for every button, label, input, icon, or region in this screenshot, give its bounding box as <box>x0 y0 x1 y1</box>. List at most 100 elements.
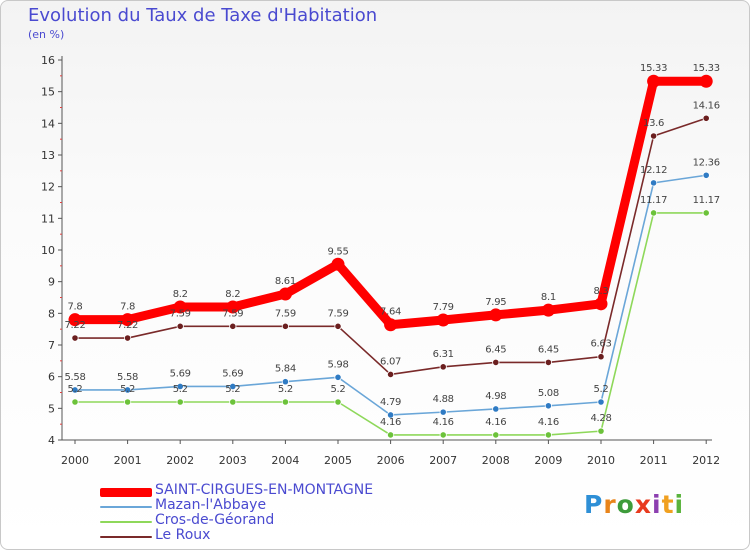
legend-label: SAINT-CIRGUES-EN-MONTAGNE <box>155 482 374 498</box>
data-point <box>541 303 555 317</box>
y-tick-label: 12 <box>41 181 55 194</box>
x-tick-label: 2001 <box>114 454 142 467</box>
y-tick-label: 11 <box>41 212 55 225</box>
proxiti-logo: Proxiti <box>584 490 684 519</box>
legend-swatch <box>100 506 152 508</box>
data-point <box>173 300 187 314</box>
data-label: 8.61 <box>275 276 296 287</box>
data-point <box>121 313 135 327</box>
data-label: 6.45 <box>538 344 559 355</box>
y-tick-label: 13 <box>41 149 55 162</box>
data-label: 7.59 <box>222 308 243 319</box>
data-label: 5.2 <box>173 384 188 395</box>
data-point <box>699 74 713 88</box>
y-tick-label: 10 <box>41 244 55 257</box>
data-point <box>492 358 500 367</box>
legend-swatch <box>100 521 152 523</box>
data-point <box>229 322 237 330</box>
logo-letter: x <box>634 490 652 519</box>
data-point <box>71 334 79 342</box>
data-point <box>439 363 447 371</box>
data-point <box>229 398 237 406</box>
data-point <box>71 398 79 406</box>
legend-label: Cros-de-Géorand <box>155 512 275 528</box>
data-label: 7.59 <box>327 308 348 319</box>
legend-label: Mazan-l'Abbaye <box>155 497 267 513</box>
data-label: 7.59 <box>170 308 191 319</box>
data-label: 5.58 <box>117 372 138 383</box>
data-label: 7.8 <box>120 302 135 313</box>
data-label: 8.2 <box>225 289 240 300</box>
data-label: 7.79 <box>433 302 454 313</box>
data-point <box>492 405 500 413</box>
data-point <box>124 334 132 342</box>
series-3 <box>71 114 710 379</box>
data-point <box>597 427 605 435</box>
data-label: 6.07 <box>380 356 401 367</box>
data-point <box>647 74 661 88</box>
data-point <box>492 431 500 439</box>
data-label: 7.59 <box>275 308 296 319</box>
data-point <box>489 308 503 322</box>
data-label: 4.16 <box>433 417 454 428</box>
data-point <box>544 358 553 367</box>
x-tick-label: 2003 <box>219 454 247 467</box>
data-point <box>331 257 345 271</box>
data-label: 8.2 <box>173 289 188 300</box>
data-point <box>544 402 553 410</box>
legend-swatch <box>100 487 152 497</box>
data-point <box>597 353 605 361</box>
data-point <box>597 398 605 406</box>
y-tick-label: 14 <box>41 117 55 130</box>
series-2 <box>71 209 710 439</box>
data-label: 14.16 <box>693 100 720 111</box>
y-axis-unit-label: (en %) <box>28 28 65 41</box>
data-point <box>281 378 289 386</box>
y-tick-label: 7 <box>48 339 55 352</box>
data-point <box>649 209 658 217</box>
legend-swatch <box>100 536 152 538</box>
data-point <box>176 398 184 406</box>
data-point <box>334 398 342 406</box>
data-point <box>226 300 240 314</box>
x-tick-label: 2009 <box>534 454 562 467</box>
data-label: 5.69 <box>170 368 191 379</box>
data-point <box>702 171 710 179</box>
data-label: 8.3 <box>593 286 608 297</box>
data-label: 5.58 <box>64 372 85 383</box>
x-tick-label: 2012 <box>692 454 720 467</box>
data-point <box>176 322 184 330</box>
y-tick-label: 6 <box>48 371 55 384</box>
data-point <box>278 287 292 301</box>
y-tick-label: 4 <box>48 434 55 447</box>
data-label: 4.16 <box>380 417 401 428</box>
data-label: 7.22 <box>64 320 85 331</box>
data-label: 5.2 <box>120 384 135 395</box>
data-label: 4.28 <box>590 413 611 424</box>
data-label: 12.12 <box>640 165 667 176</box>
data-point <box>649 179 658 187</box>
data-point <box>334 373 342 381</box>
data-point <box>124 386 132 394</box>
data-point <box>68 313 82 327</box>
logo-letter: t <box>661 490 675 519</box>
data-label: 5.08 <box>538 388 559 399</box>
data-label: 11.17 <box>640 195 667 206</box>
data-point <box>281 322 289 330</box>
data-label: 5.2 <box>593 384 608 395</box>
data-label: 5.2 <box>225 384 240 395</box>
data-point <box>71 386 79 394</box>
y-tick-label: 8 <box>48 307 55 320</box>
data-label: 5.98 <box>327 359 348 370</box>
data-label: 5.2 <box>67 384 82 395</box>
logo-letter: P <box>584 490 604 519</box>
x-tick-label: 2002 <box>166 454 194 467</box>
logo-letter: o <box>616 490 635 519</box>
data-point <box>124 398 132 406</box>
data-label: 6.63 <box>590 339 611 350</box>
data-label: 6.31 <box>433 349 454 360</box>
data-label: 9.55 <box>327 246 348 257</box>
data-label: 8.1 <box>541 292 556 303</box>
